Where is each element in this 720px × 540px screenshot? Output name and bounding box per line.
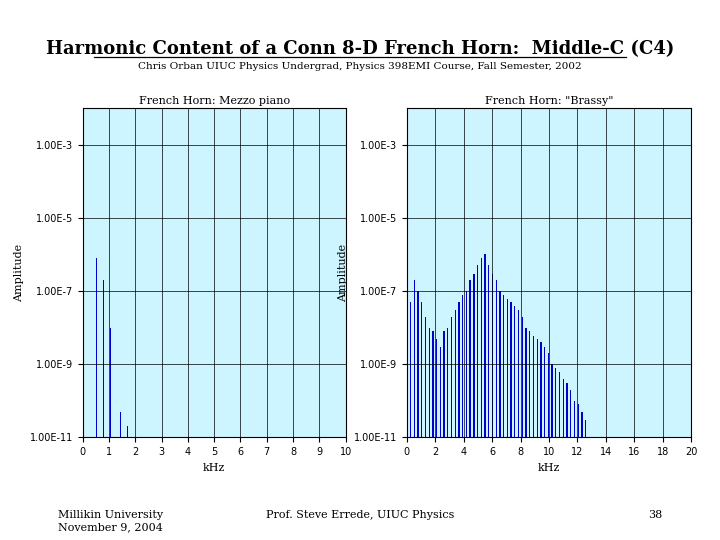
Bar [522,316,523,540]
Bar [555,368,557,540]
Bar [436,339,437,540]
Text: Millikin University
November 9, 2004: Millikin University November 9, 2004 [58,510,163,532]
Bar [454,310,456,540]
X-axis label: kHz: kHz [538,463,560,472]
Bar [413,280,415,540]
Bar [481,258,482,540]
Bar [499,291,500,540]
Bar [466,291,467,540]
Text: Chris Orban UIUC Physics Undergrad, Physics 398EMI Course, Fall Semester, 2002: Chris Orban UIUC Physics Undergrad, Phys… [138,62,582,71]
Bar [421,302,423,540]
Text: 38: 38 [648,510,662,521]
Bar [492,274,493,540]
Bar [510,302,512,540]
Bar [529,331,531,540]
Bar [440,347,441,540]
Bar [536,339,538,540]
X-axis label: kHz: kHz [203,463,225,472]
Bar [552,364,553,540]
Bar [585,420,586,540]
Bar [559,372,560,540]
Bar [548,353,549,540]
Bar [444,331,445,540]
Bar [462,294,464,540]
Bar [451,316,452,540]
Bar [425,316,426,540]
Bar [533,336,534,540]
Title: French Horn: Mezzo piano: French Horn: Mezzo piano [139,96,289,106]
Bar [447,328,449,540]
Bar [432,331,433,540]
Y-axis label: Amplitude: Amplitude [14,244,24,302]
Bar [485,254,486,540]
Bar [514,306,516,540]
Bar [507,299,508,540]
Bar [473,274,474,540]
Bar [503,294,504,540]
Bar [562,379,564,540]
Bar [488,266,490,540]
Bar [540,342,541,540]
Bar [574,401,575,540]
Title: French Horn: "Brassy": French Horn: "Brassy" [485,96,613,106]
Bar [581,412,582,540]
Bar [570,390,572,540]
Y-axis label: Amplitude: Amplitude [338,244,348,302]
Bar [477,266,478,540]
Text: Harmonic Content of a Conn 8-D French Horn:  Middle-C (C4): Harmonic Content of a Conn 8-D French Ho… [46,40,674,58]
Bar [577,404,579,540]
Bar [428,328,430,540]
Bar [544,347,545,540]
Text: Prof. Steve Errede, UIUC Physics: Prof. Steve Errede, UIUC Physics [266,510,454,521]
Bar [495,280,497,540]
Bar [518,310,519,540]
Bar [469,280,471,540]
Bar [410,302,411,540]
